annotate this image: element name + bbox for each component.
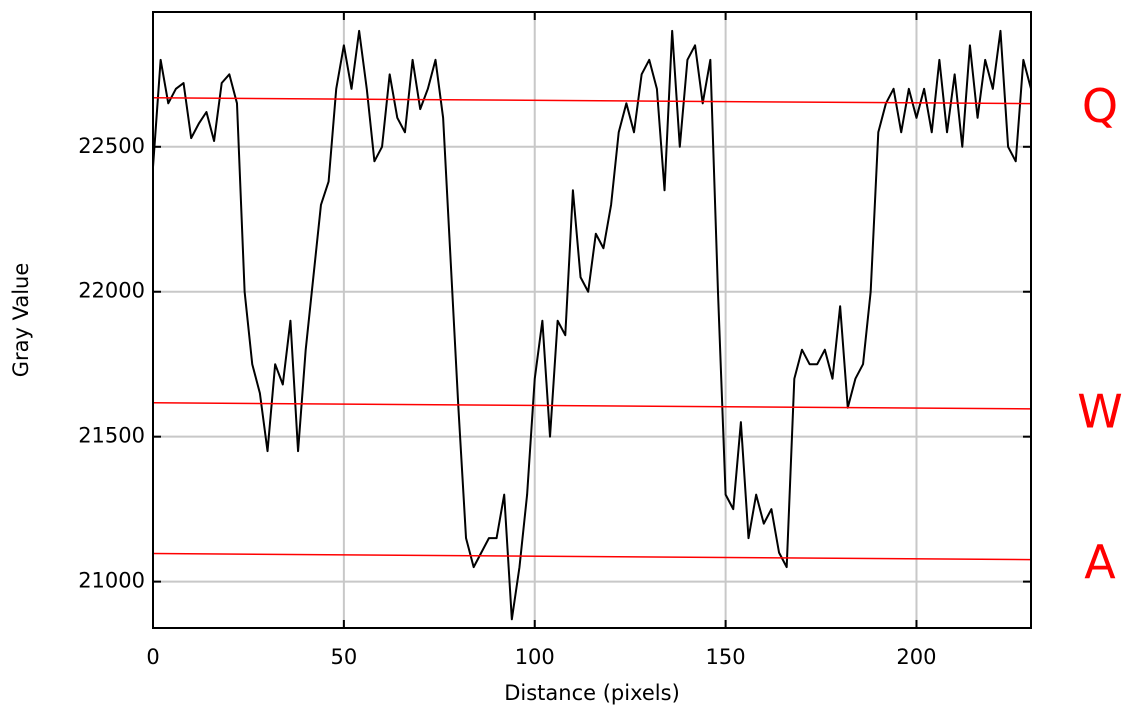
- y-axis-label: Gray Value: [9, 263, 33, 378]
- reference-line: [152, 97, 1032, 105]
- reference-line: [152, 552, 1032, 561]
- plot: [152, 29, 1032, 621]
- reference-label: A: [1084, 535, 1116, 589]
- x-tick-label: 100: [515, 645, 555, 669]
- y-tick-label: 21000: [78, 569, 145, 593]
- x-tick-label: 150: [706, 645, 746, 669]
- x-axis-label: Distance (pixels): [504, 681, 680, 705]
- profile-line: [152, 29, 1032, 621]
- y-tick-label: 22000: [78, 279, 145, 303]
- x-tick-label: 50: [331, 645, 358, 669]
- x-tick-label: 0: [146, 645, 159, 669]
- y-tick-label: 21500: [78, 424, 145, 448]
- reference-label: W: [1077, 384, 1122, 438]
- y-tick-label: 22500: [78, 134, 145, 158]
- reference-line: [152, 402, 1032, 410]
- grid: [152, 12, 1031, 628]
- x-tick-label: 200: [896, 645, 936, 669]
- plot-frame: [152, 11, 1032, 629]
- reference-label: Q: [1082, 79, 1118, 133]
